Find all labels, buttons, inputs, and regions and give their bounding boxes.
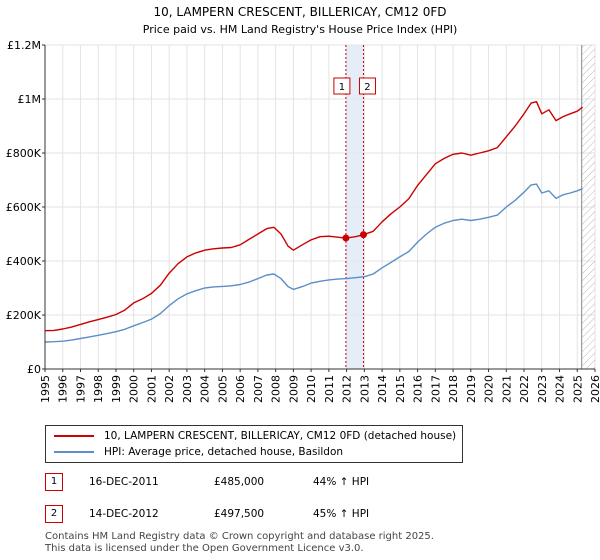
sale-point-1 <box>342 234 350 242</box>
transaction-date-2: 14-DEC-2012 <box>89 508 159 520</box>
legend-item-property: 10, LAMPERN CRESCENT, BILLERICAY, CM12 0… <box>54 428 456 444</box>
x-tick-label: 2026 <box>589 375 600 403</box>
x-tick-label: 2017 <box>429 375 442 403</box>
transaction-hpi-2: 45% ↑ HPI <box>313 508 370 520</box>
legend-line-blue <box>54 451 94 453</box>
legend-line-red <box>54 435 94 437</box>
marker-box-2 <box>358 77 376 95</box>
y-tick-label: £1.2M <box>7 39 41 52</box>
x-tick-label: 2020 <box>483 375 496 403</box>
price-chart: 10, LAMPERN CRESCENT, BILLERICAY, CM12 0… <box>6 5 600 403</box>
x-tick-label: 2000 <box>128 375 141 403</box>
legend: 10, LAMPERN CRESCENT, BILLERICAY, CM12 0… <box>45 425 463 463</box>
x-tick-label: 2013 <box>358 375 371 403</box>
series-line-hpi <box>44 183 583 343</box>
transaction-date-1: 16-DEC-2011 <box>89 476 159 488</box>
x-tick-label: 2005 <box>216 375 229 403</box>
x-tick-label: 1997 <box>74 375 87 403</box>
x-tick-label: 2023 <box>536 375 549 403</box>
y-tick-label: £800K <box>6 147 42 160</box>
footer-line-1: Contains HM Land Registry data © Crown c… <box>45 531 434 542</box>
footer-line-2: This data is licensed under the Open Gov… <box>45 543 364 554</box>
x-tick-label: 2022 <box>518 375 531 403</box>
footer: Contains HM Land Registry data © Crown c… <box>45 531 434 555</box>
x-tick-label: 2024 <box>554 375 567 403</box>
x-tick-label: 2021 <box>500 375 513 403</box>
legend-label-property: 10, LAMPERN CRESCENT, BILLERICAY, CM12 0… <box>104 430 457 442</box>
x-tick-label: 2002 <box>163 375 176 403</box>
x-tick-label: 2001 <box>145 375 158 403</box>
x-tick-label: 2007 <box>252 375 265 403</box>
x-tick-label: 2006 <box>234 375 247 403</box>
x-tick-label: 2010 <box>305 375 318 403</box>
legend-label-hpi: HPI: Average price, detached house, Basi… <box>104 446 344 458</box>
y-tick-label: £400K <box>6 255 42 268</box>
sale-point-2 <box>359 231 367 239</box>
transaction-shade <box>345 45 364 369</box>
transaction-price-1: £485,000 <box>214 476 265 488</box>
x-tick-label: 2004 <box>199 375 212 403</box>
x-tick-label: 2009 <box>287 375 300 403</box>
x-tick-label: 1999 <box>110 375 123 403</box>
series-line-property <box>44 100 584 332</box>
y-tick-label: £200K <box>6 309 42 322</box>
y-tick-label: £0 <box>27 363 41 376</box>
x-tick-label: 2003 <box>181 375 194 403</box>
transaction-badge-2: 2 <box>45 505 63 523</box>
x-tick-label: 2014 <box>376 375 389 403</box>
x-tick-label: 1996 <box>57 375 70 403</box>
marker-label-2: 2 <box>364 82 370 93</box>
y-tick-label: £600K <box>6 201 42 214</box>
x-tick-label: 2018 <box>447 375 460 403</box>
future-hatch <box>581 45 595 369</box>
x-tick-label: 2025 <box>571 375 584 403</box>
transaction-price-2: £497,500 <box>214 508 265 520</box>
transaction-hpi-1: 44% ↑ HPI <box>313 476 370 488</box>
x-tick-label: 1995 <box>39 375 52 403</box>
marker-label-1: 1 <box>339 82 345 93</box>
x-tick-label: 2016 <box>412 375 425 403</box>
chart-subtitle: Price paid vs. HM Land Registry's House … <box>143 23 458 36</box>
chart-title: 10, LAMPERN CRESCENT, BILLERICAY, CM12 0… <box>154 5 447 19</box>
legend-item-hpi: HPI: Average price, detached house, Basi… <box>54 444 343 460</box>
x-tick-label: 2012 <box>341 375 354 403</box>
x-tick-label: 2015 <box>394 375 407 403</box>
x-tick-label: 2008 <box>270 375 283 403</box>
x-tick-label: 2011 <box>323 375 336 403</box>
transaction-badge-1: 1 <box>45 473 63 491</box>
x-tick-label: 2019 <box>465 375 478 403</box>
y-tick-label: £1M <box>18 93 42 106</box>
x-tick-label: 1998 <box>92 375 105 403</box>
marker-box-1 <box>333 77 351 95</box>
